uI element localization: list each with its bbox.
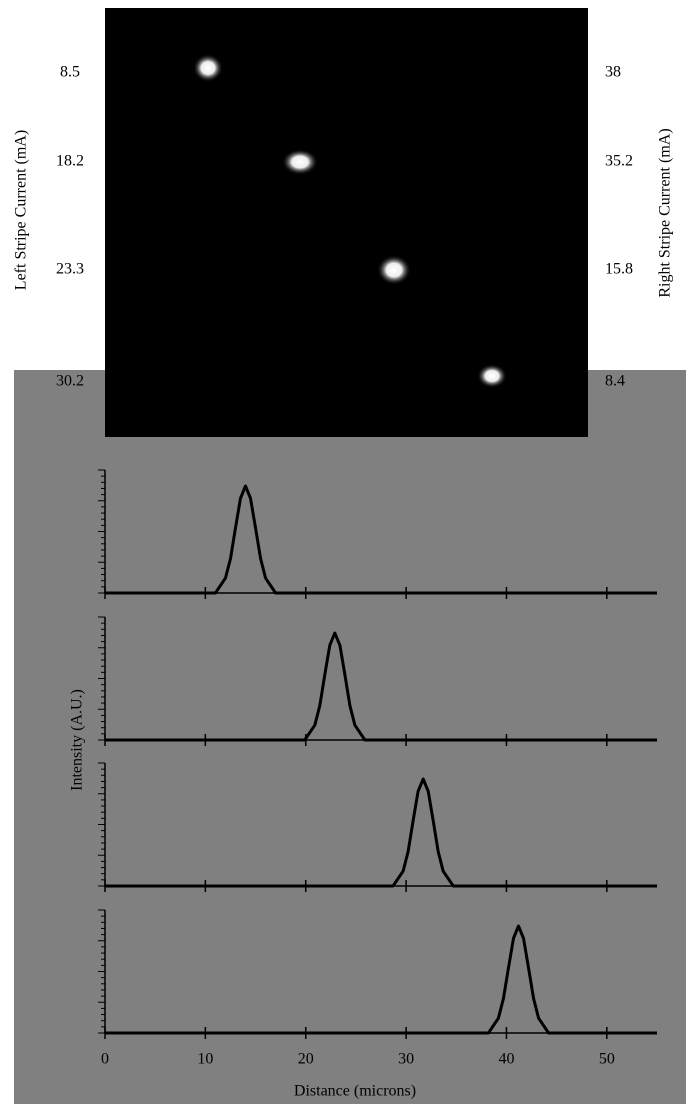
- right-label: 35.2: [605, 153, 633, 170]
- left-label: 8.5: [60, 64, 80, 81]
- right-axis-title: Right Stripe Current (mA): [657, 128, 674, 297]
- background-panel: [14, 370, 686, 1104]
- x-tick-label: 10: [197, 1051, 213, 1068]
- right-label: 38: [605, 64, 621, 81]
- beam-spot: [193, 54, 223, 82]
- beam-spot: [377, 255, 411, 285]
- left-label: 18.2: [56, 153, 84, 170]
- x-tick-label: 50: [599, 1051, 615, 1068]
- left-label: 30.2: [56, 373, 84, 390]
- x-tick-label: 0: [101, 1051, 109, 1068]
- right-label: 15.8: [605, 261, 633, 278]
- left-axis-title: Left Stripe Current (mA): [13, 130, 30, 290]
- beam-spot: [477, 364, 507, 388]
- camera-image: [105, 8, 588, 437]
- y-axis-title: Intensity (A.U.): [69, 689, 86, 791]
- x-axis-title: Distance (microns): [294, 1083, 416, 1100]
- left-label: 23.3: [56, 261, 84, 278]
- beam-spot: [282, 149, 318, 175]
- chart: Left Stripe Current (mA) Right Stripe Cu…: [0, 0, 686, 1104]
- x-tick-label: 20: [298, 1051, 314, 1068]
- figure: Left Stripe Current (mA) Right Stripe Cu…: [0, 0, 686, 1104]
- right-label: 8.4: [605, 373, 625, 390]
- x-tick-label: 40: [498, 1051, 514, 1068]
- x-tick-label: 30: [398, 1051, 414, 1068]
